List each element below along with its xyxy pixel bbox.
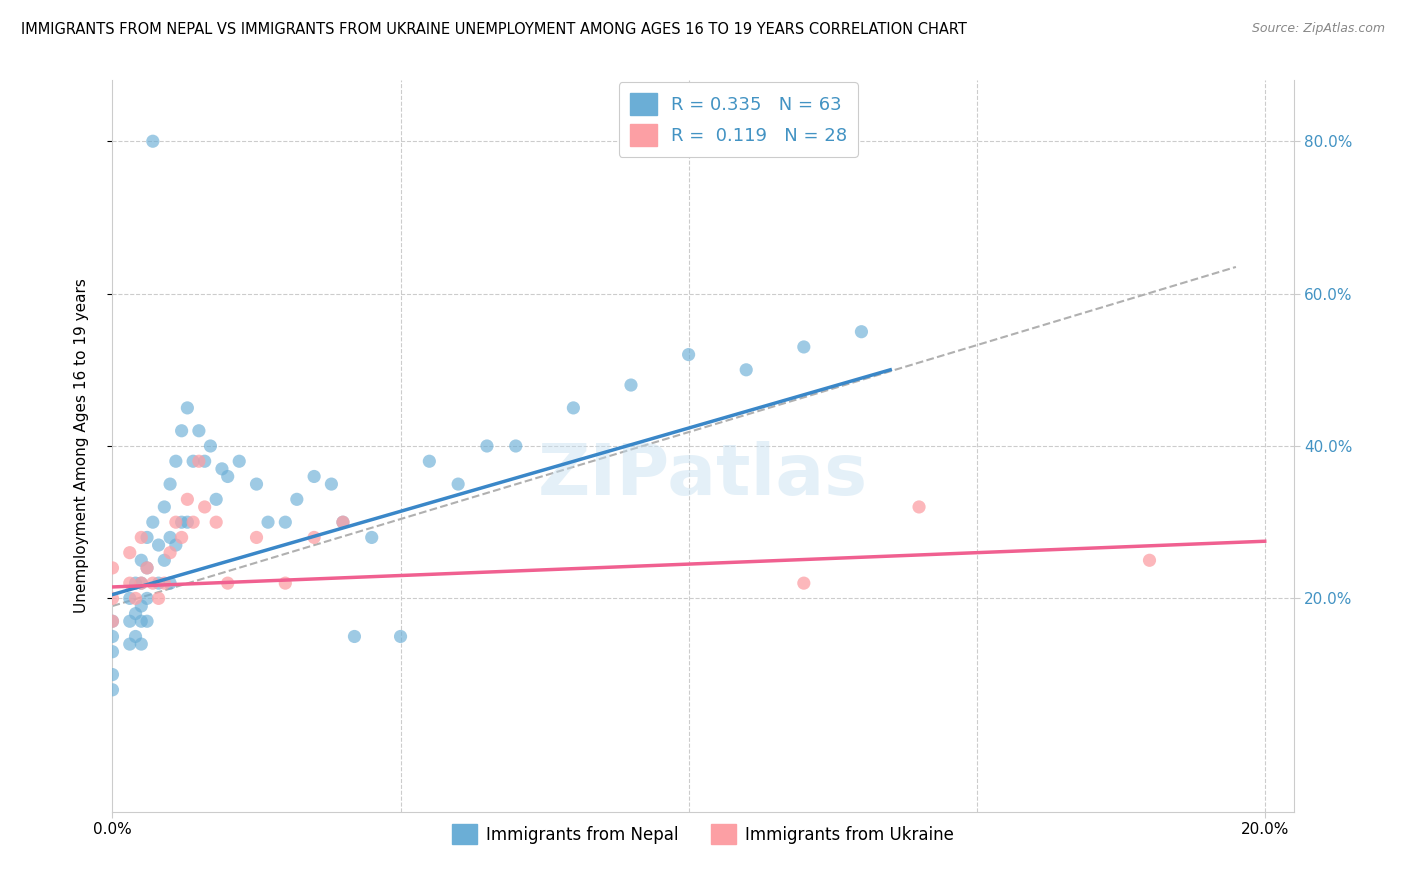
- Point: [124, 591, 146, 606]
- Point: [129, 637, 152, 651]
- Point: [418, 454, 440, 468]
- Point: [170, 515, 193, 529]
- Text: Source: ZipAtlas.com: Source: ZipAtlas.com: [1251, 22, 1385, 36]
- Point: [101, 614, 124, 628]
- Point: [101, 591, 124, 606]
- Point: [793, 576, 815, 591]
- Point: [101, 614, 124, 628]
- Point: [475, 439, 498, 453]
- Point: [205, 492, 228, 507]
- Point: [124, 630, 146, 644]
- Point: [228, 454, 250, 468]
- Point: [153, 576, 176, 591]
- Point: [142, 515, 165, 529]
- Point: [274, 576, 297, 591]
- Point: [170, 424, 193, 438]
- Point: [245, 477, 267, 491]
- Point: [187, 424, 209, 438]
- Point: [194, 454, 217, 468]
- Point: [505, 439, 527, 453]
- Point: [302, 530, 325, 544]
- Point: [148, 538, 170, 552]
- Point: [153, 553, 176, 567]
- Point: [101, 667, 124, 681]
- Point: [302, 469, 325, 483]
- Point: [217, 576, 239, 591]
- Point: [205, 515, 228, 529]
- Point: [148, 576, 170, 591]
- Point: [118, 614, 141, 628]
- Point: [129, 576, 152, 591]
- Point: [194, 500, 217, 514]
- Point: [181, 515, 204, 529]
- Point: [165, 538, 187, 552]
- Point: [678, 347, 700, 362]
- Point: [159, 576, 181, 591]
- Point: [200, 439, 222, 453]
- Point: [129, 576, 152, 591]
- Point: [136, 561, 159, 575]
- Point: [389, 630, 412, 644]
- Point: [176, 401, 198, 415]
- Point: [118, 637, 141, 651]
- Point: [274, 515, 297, 529]
- Point: [165, 454, 187, 468]
- Point: [851, 325, 873, 339]
- Point: [124, 607, 146, 621]
- Point: [159, 530, 181, 544]
- Point: [1139, 553, 1161, 567]
- Point: [142, 134, 165, 148]
- Point: [735, 363, 758, 377]
- Text: ZIPatlas: ZIPatlas: [538, 441, 868, 509]
- Point: [118, 591, 141, 606]
- Point: [101, 630, 124, 644]
- Point: [136, 561, 159, 575]
- Point: [908, 500, 931, 514]
- Point: [360, 530, 382, 544]
- Point: [101, 645, 124, 659]
- Legend: Immigrants from Nepal, Immigrants from Ukraine: Immigrants from Nepal, Immigrants from U…: [446, 817, 960, 851]
- Point: [321, 477, 343, 491]
- Point: [343, 630, 366, 644]
- Point: [118, 576, 141, 591]
- Point: [148, 591, 170, 606]
- Point: [136, 591, 159, 606]
- Point: [159, 546, 181, 560]
- Point: [129, 599, 152, 613]
- Point: [245, 530, 267, 544]
- Point: [620, 378, 643, 392]
- Point: [332, 515, 354, 529]
- Point: [332, 515, 354, 529]
- Point: [153, 500, 176, 514]
- Point: [562, 401, 585, 415]
- Text: IMMIGRANTS FROM NEPAL VS IMMIGRANTS FROM UKRAINE UNEMPLOYMENT AMONG AGES 16 TO 1: IMMIGRANTS FROM NEPAL VS IMMIGRANTS FROM…: [21, 22, 967, 37]
- Point: [187, 454, 209, 468]
- Point: [101, 682, 124, 697]
- Point: [211, 462, 233, 476]
- Point: [129, 553, 152, 567]
- Point: [159, 477, 181, 491]
- Y-axis label: Unemployment Among Ages 16 to 19 years: Unemployment Among Ages 16 to 19 years: [75, 278, 89, 614]
- Point: [136, 614, 159, 628]
- Point: [101, 561, 124, 575]
- Point: [165, 515, 187, 529]
- Point: [176, 515, 198, 529]
- Point: [129, 614, 152, 628]
- Point: [285, 492, 308, 507]
- Point: [793, 340, 815, 354]
- Point: [129, 530, 152, 544]
- Point: [170, 530, 193, 544]
- Point: [217, 469, 239, 483]
- Point: [118, 546, 141, 560]
- Point: [181, 454, 204, 468]
- Point: [136, 530, 159, 544]
- Point: [124, 576, 146, 591]
- Point: [447, 477, 470, 491]
- Point: [257, 515, 280, 529]
- Point: [176, 492, 198, 507]
- Point: [142, 576, 165, 591]
